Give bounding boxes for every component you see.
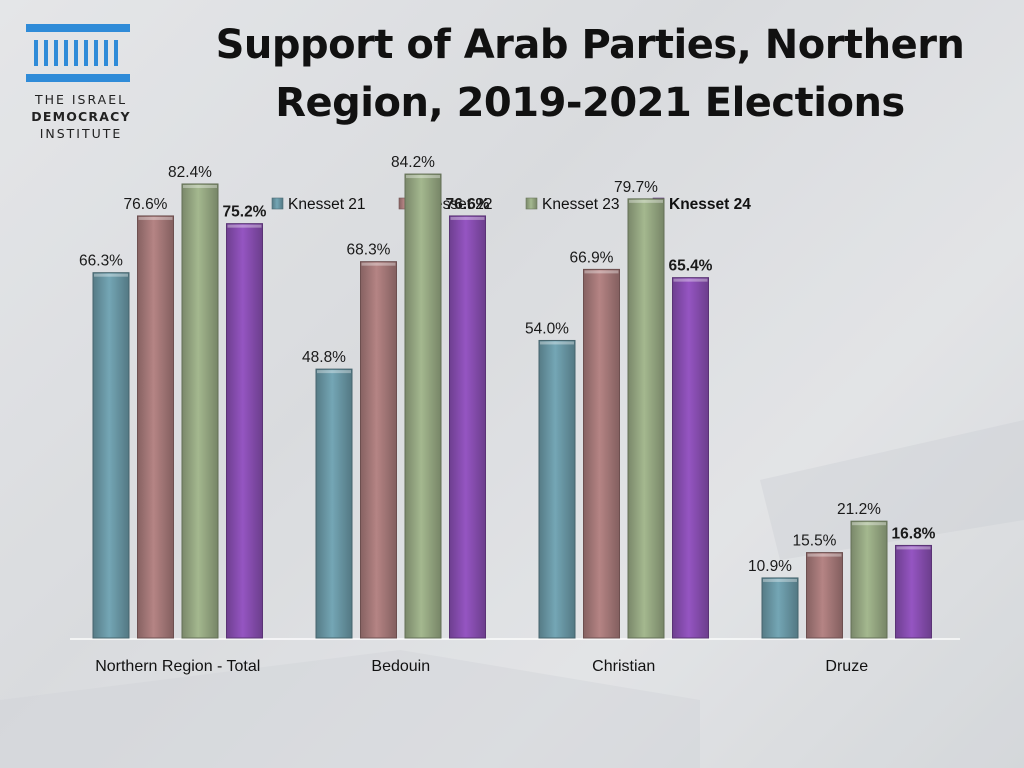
data-label: 79.7% (614, 179, 658, 196)
data-label: 84.2% (391, 154, 435, 171)
bar-highlight (540, 341, 574, 345)
data-label: 65.4% (669, 258, 713, 275)
category-label: Christian (592, 658, 655, 675)
bar (761, 577, 799, 639)
bar (137, 215, 174, 639)
bar (627, 198, 665, 639)
data-label: 76.6% (124, 196, 168, 213)
bar-highlight (584, 270, 619, 274)
logo-line-1: THE ISRAEL (34, 92, 128, 107)
logo-line-3: INSTITUTE (39, 126, 123, 141)
bar (404, 173, 442, 639)
chart-title-line-2: Region, 2019-2021 Elections (275, 80, 905, 126)
bar-highlight (629, 199, 663, 203)
bar (315, 368, 353, 639)
data-label: 16.8% (892, 525, 936, 542)
data-label: 68.3% (347, 242, 391, 259)
bar-highlight (852, 522, 886, 526)
legend-label: Knesset 23 (542, 196, 620, 213)
chart-title-line-1: Support of Arab Parties, Northern (215, 22, 965, 68)
data-label: 75.2% (223, 204, 267, 221)
bar-highlight (406, 175, 440, 179)
bar-highlight (763, 578, 797, 582)
bar (672, 277, 709, 639)
legend-item-1: Knesset 21 (271, 196, 366, 213)
bar-highlight (896, 546, 931, 550)
bar-highlight (138, 216, 173, 220)
category-label: Druze (825, 658, 868, 675)
legend-label: Knesset 21 (288, 196, 366, 213)
legend-label: Knesset 24 (669, 196, 751, 213)
bar-highlight (450, 216, 485, 220)
data-label: 82.4% (168, 164, 212, 181)
chart-title: Support of Arab Parties, Northern Region… (170, 16, 1010, 132)
logo-line-2: DEMOCRACY (31, 109, 131, 124)
bar-highlight (361, 262, 396, 266)
legend-item-4: Knesset 24 (652, 196, 751, 213)
bar (360, 261, 397, 639)
bar-highlight (94, 273, 128, 277)
category-label: Bedouin (371, 658, 430, 675)
bar (181, 183, 219, 639)
bar-highlight (227, 224, 262, 228)
legend-item-3: Knesset 23 (525, 196, 620, 213)
data-label: 66.3% (79, 253, 123, 270)
columns-building-icon (26, 24, 130, 82)
bar (226, 223, 263, 639)
bar-highlight (807, 553, 842, 557)
bar-highlight (317, 370, 351, 374)
bar (449, 215, 486, 639)
legend-swatch (525, 197, 538, 210)
data-label: 54.0% (525, 320, 569, 337)
legend-swatch (271, 197, 284, 210)
data-label: 76.6% (446, 196, 490, 213)
bar (538, 339, 576, 639)
data-label: 66.9% (570, 249, 614, 266)
bar (806, 552, 843, 639)
logo: THE ISRAEL DEMOCRACY INSTITUTE (22, 22, 146, 142)
category-label: Northern Region - Total (95, 658, 260, 675)
bar (895, 544, 932, 639)
data-label: 10.9% (748, 558, 792, 575)
bar-highlight (183, 184, 217, 188)
bar-highlight (673, 278, 708, 282)
data-label: 15.5% (793, 533, 837, 550)
data-label: 21.2% (837, 501, 881, 518)
bar (850, 520, 888, 639)
bar (92, 272, 130, 639)
bar (583, 268, 620, 639)
data-label: 48.8% (302, 349, 346, 366)
